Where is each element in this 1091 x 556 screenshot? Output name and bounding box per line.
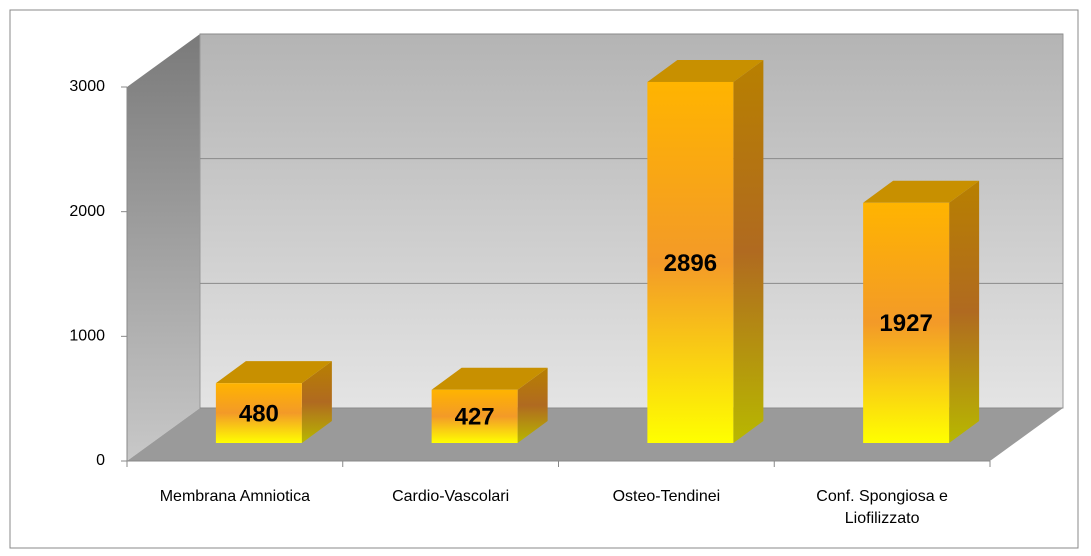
bar-side xyxy=(301,361,332,443)
side-wall xyxy=(127,34,200,461)
bar xyxy=(215,383,302,443)
frame xyxy=(9,9,1079,549)
bar xyxy=(431,389,518,443)
data-label: 2896 xyxy=(664,250,717,277)
data-label: 427 xyxy=(455,404,495,431)
bar-side xyxy=(949,180,980,443)
bar-top xyxy=(647,59,764,82)
x-tick-label: Osteo-Tendinei xyxy=(612,488,721,505)
bar xyxy=(863,202,950,443)
data-label: 1927 xyxy=(879,310,932,337)
data-label: 480 xyxy=(239,400,279,427)
bar-side xyxy=(733,59,764,443)
x-tick-label: Membrana Amniotica xyxy=(159,488,311,505)
x-tick-label: Conf. Spongiosa e Liofilizzato xyxy=(816,488,948,527)
bar-top xyxy=(863,180,980,203)
floor xyxy=(127,408,1063,461)
bar-top xyxy=(431,367,548,390)
y-tick-label: 3000 xyxy=(69,78,105,95)
bar xyxy=(647,81,734,443)
y-tick-label: 2000 xyxy=(69,203,105,220)
y-tick-label: 1000 xyxy=(69,328,105,345)
bar-side xyxy=(517,367,548,443)
bar-top xyxy=(215,361,332,384)
y-tick-label: 0 xyxy=(96,452,105,469)
x-tick-label: Cardio-Vascolari xyxy=(392,488,510,505)
